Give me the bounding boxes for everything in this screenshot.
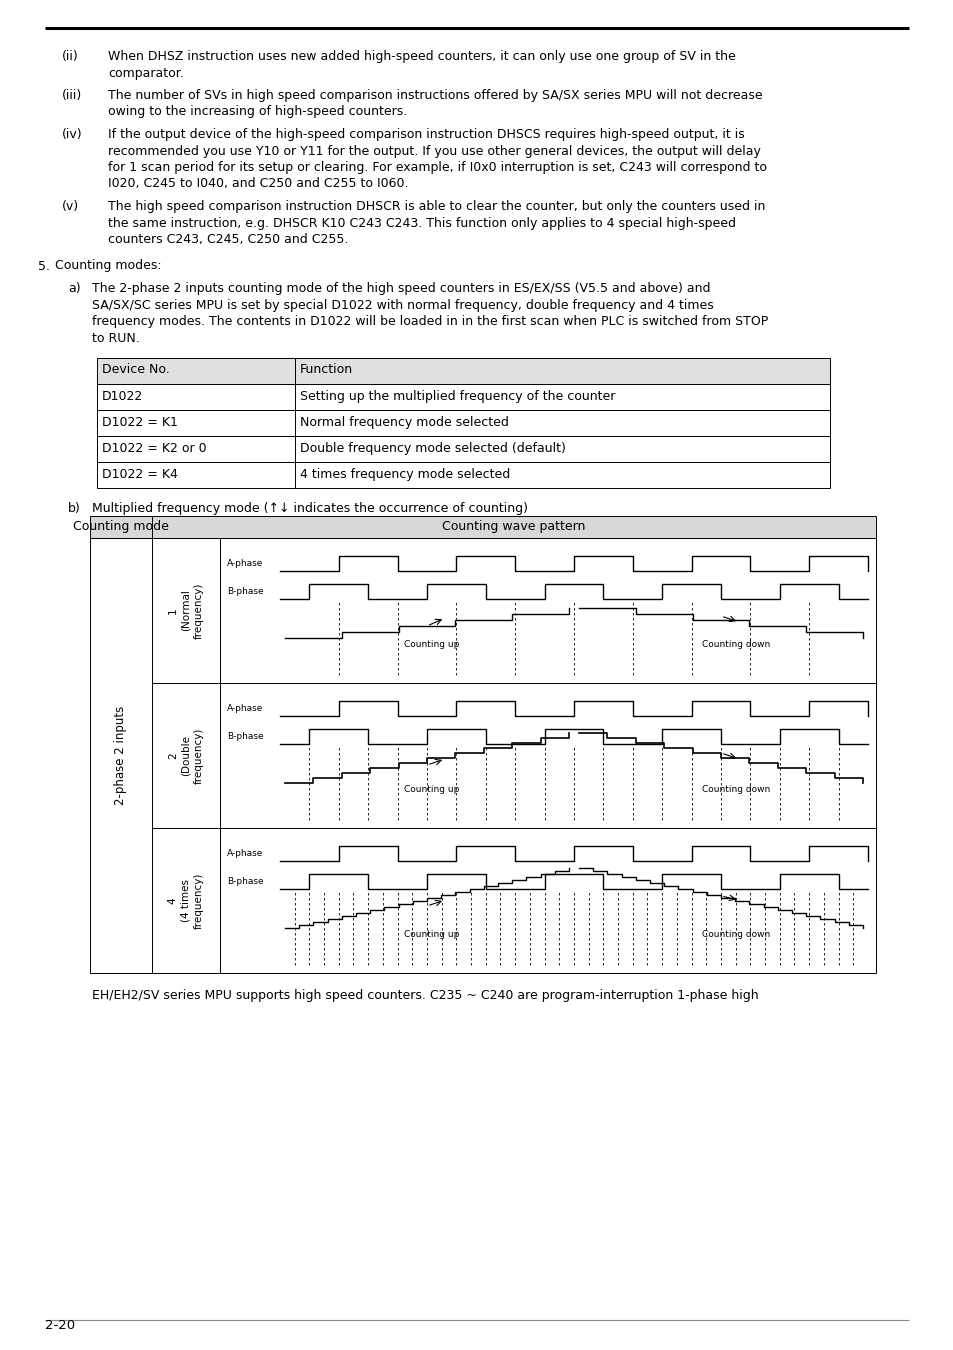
Text: (iii): (iii) (62, 89, 82, 103)
Text: 2-20: 2-20 (45, 1319, 75, 1332)
Text: D1022 = K4: D1022 = K4 (102, 468, 177, 481)
Text: The number of SVs in high speed comparison instructions offered by SA/SX series : The number of SVs in high speed comparis… (108, 89, 761, 103)
Text: owing to the increasing of high-speed counters.: owing to the increasing of high-speed co… (108, 105, 407, 119)
Text: Counting down: Counting down (701, 784, 769, 794)
Text: D1022 = K2 or 0: D1022 = K2 or 0 (102, 441, 207, 455)
Bar (220, 539, 875, 683)
Text: (v): (v) (62, 200, 79, 213)
Text: (ii): (ii) (62, 50, 79, 63)
Text: I020, C245 to I040, and C250 and C255 to I060.: I020, C245 to I040, and C250 and C255 to… (108, 177, 408, 190)
Text: SA/SX/SC series MPU is set by special D1022 with normal frequency, double freque: SA/SX/SC series MPU is set by special D1… (91, 298, 713, 312)
Text: Counting up: Counting up (404, 784, 459, 794)
Text: B-phase: B-phase (227, 732, 263, 741)
Text: 4
(4 times
frequency): 4 (4 times frequency) (168, 872, 204, 929)
Text: When DHSZ instruction uses new added high-speed counters, it can only use one gr: When DHSZ instruction uses new added hig… (108, 50, 735, 63)
Text: Function: Function (299, 363, 353, 377)
Text: Counting down: Counting down (701, 640, 769, 649)
Bar (97, 383, 829, 410)
Text: B-phase: B-phase (227, 878, 263, 886)
Text: for 1 scan period for its setup or clearing. For example, if I0x0 interruption i: for 1 scan period for its setup or clear… (108, 161, 766, 174)
Text: A-phase: A-phase (227, 849, 263, 859)
Bar (90, 516, 875, 539)
Text: The high speed comparison instruction DHSCR is able to clear the counter, but on: The high speed comparison instruction DH… (108, 200, 764, 213)
Text: counters C243, C245, C250 and C255.: counters C243, C245, C250 and C255. (108, 234, 348, 246)
Text: 2
(Double
frequency): 2 (Double frequency) (168, 728, 204, 784)
Text: to RUN.: to RUN. (91, 332, 139, 344)
Text: A-phase: A-phase (227, 559, 263, 568)
Bar (97, 436, 829, 462)
Text: Counting modes:: Counting modes: (55, 259, 161, 273)
Text: A-phase: A-phase (227, 703, 263, 713)
Bar (97, 462, 829, 487)
Text: Device No.: Device No. (102, 363, 170, 377)
Text: b): b) (68, 502, 81, 514)
Text: 2-phase 2 inputs: 2-phase 2 inputs (114, 706, 128, 805)
Text: Counting up: Counting up (404, 640, 459, 649)
Text: The 2-phase 2 inputs counting mode of the high speed counters in ES/EX/SS (V5.5 : The 2-phase 2 inputs counting mode of th… (91, 282, 710, 296)
Text: 4 times frequency mode selected: 4 times frequency mode selected (299, 468, 510, 481)
Bar (97, 358, 829, 383)
Bar (90, 539, 152, 973)
Text: Counting mode: Counting mode (73, 520, 169, 533)
Text: If the output device of the high-speed comparison instruction DHSCS requires hig: If the output device of the high-speed c… (108, 128, 744, 140)
Text: a): a) (68, 282, 81, 296)
Text: comparator.: comparator. (108, 66, 184, 80)
Text: Double frequency mode selected (default): Double frequency mode selected (default) (299, 441, 565, 455)
Bar (152, 683, 220, 828)
Text: EH/EH2/SV series MPU supports high speed counters. C235 ~ C240 are program-inter: EH/EH2/SV series MPU supports high speed… (91, 990, 758, 1002)
Text: Normal frequency mode selected: Normal frequency mode selected (299, 416, 508, 429)
Bar (220, 828, 875, 973)
Text: D1022 = K1: D1022 = K1 (102, 416, 177, 429)
Text: Setting up the multiplied frequency of the counter: Setting up the multiplied frequency of t… (299, 390, 615, 404)
Bar (97, 410, 829, 436)
Text: Counting up: Counting up (404, 930, 459, 940)
Bar (220, 683, 875, 828)
Text: D1022: D1022 (102, 390, 143, 404)
Text: Counting down: Counting down (701, 930, 769, 940)
Text: 1
(Normal
frequency): 1 (Normal frequency) (168, 582, 204, 639)
Text: B-phase: B-phase (227, 587, 263, 595)
Text: Counting wave pattern: Counting wave pattern (442, 520, 585, 533)
Text: the same instruction, e.g. DHSCR K10 C243 C243. This function only applies to 4 : the same instruction, e.g. DHSCR K10 C24… (108, 216, 735, 230)
Text: 5.: 5. (38, 259, 50, 273)
Text: (iv): (iv) (62, 128, 83, 140)
Text: recommended you use Y10 or Y11 for the output. If you use other general devices,: recommended you use Y10 or Y11 for the o… (108, 144, 760, 158)
Text: Multiplied frequency mode (↑↓ indicates the occurrence of counting): Multiplied frequency mode (↑↓ indicates … (91, 502, 527, 514)
Text: frequency modes. The contents in D1022 will be loaded in in the first scan when : frequency modes. The contents in D1022 w… (91, 315, 767, 328)
Bar (152, 828, 220, 973)
Bar (152, 539, 220, 683)
